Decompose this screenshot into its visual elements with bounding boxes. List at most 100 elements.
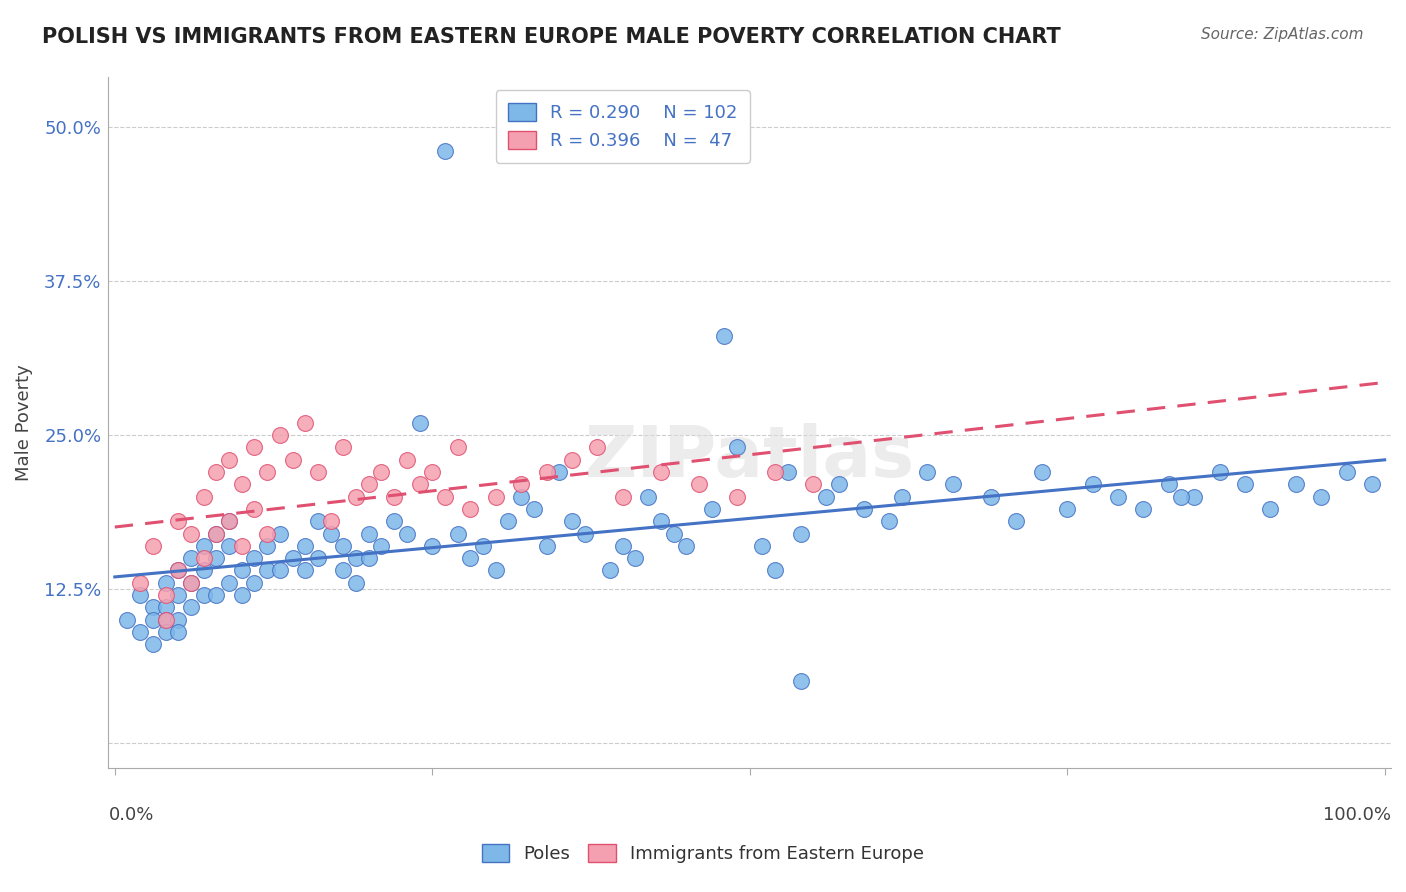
Point [725,440,748,454]
Point [370,465,392,479]
Point [205,551,228,566]
Point [269,526,291,541]
Point [256,465,278,479]
Point [205,465,228,479]
Point [460,551,482,566]
Point [1031,465,1053,479]
Point [1182,490,1205,504]
Point [256,564,278,578]
Point [433,145,456,159]
Point [382,514,405,528]
Point [1361,477,1384,491]
Point [129,588,152,602]
Point [675,539,697,553]
Point [814,490,837,504]
Point [485,490,508,504]
Point [1170,490,1192,504]
Point [357,477,380,491]
Point [460,501,482,516]
Legend: Poles, Immigrants from Eastern Europe: Poles, Immigrants from Eastern Europe [472,835,934,872]
Point [243,551,266,566]
Point [382,490,405,504]
Point [523,501,546,516]
Point [624,551,647,566]
Point [510,490,533,504]
Point [167,588,190,602]
Point [142,539,165,553]
Point [193,551,215,566]
Point [167,514,190,528]
Point [256,539,278,553]
Point [420,465,443,479]
Point [498,514,520,528]
Point [307,465,329,479]
Point [1260,501,1282,516]
Point [332,564,354,578]
Point [917,465,939,479]
Text: ZIPatlas: ZIPatlas [585,423,915,491]
Point [485,564,508,578]
Point [243,440,266,454]
Point [650,465,672,479]
Point [1132,501,1154,516]
Point [129,625,152,640]
Point [294,539,316,553]
Point [1285,477,1308,491]
Point [344,551,367,566]
Point [446,440,468,454]
Point [1005,514,1028,528]
Point [167,564,190,578]
Point [637,490,659,504]
Point [853,501,876,516]
Point [942,477,965,491]
Point [801,477,824,491]
Point [650,514,672,528]
Point [1233,477,1256,491]
Point [1336,465,1358,479]
Point [218,514,240,528]
Point [142,613,165,627]
Point [1208,465,1230,479]
Text: POLISH VS IMMIGRANTS FROM EASTERN EUROPE MALE POVERTY CORRELATION CHART: POLISH VS IMMIGRANTS FROM EASTERN EUROPE… [42,27,1062,46]
Point [205,588,228,602]
Point [332,440,354,454]
Point [193,564,215,578]
Text: 100.0%: 100.0% [1323,805,1391,823]
Point [599,564,621,578]
Point [218,514,240,528]
Point [612,490,634,504]
Point [357,551,380,566]
Point [1056,501,1078,516]
Point [243,501,266,516]
Point [294,564,316,578]
Point [129,575,152,590]
Text: Source: ZipAtlas.com: Source: ZipAtlas.com [1201,27,1364,42]
Point [319,514,342,528]
Point [586,440,609,454]
Point [472,539,495,553]
Point [180,575,202,590]
Point [218,452,240,467]
Point [332,539,354,553]
Point [167,613,190,627]
Point [433,490,456,504]
Point [231,564,253,578]
Point [256,526,278,541]
Point [763,564,786,578]
Point [548,465,571,479]
Point [510,477,533,491]
Point [662,526,685,541]
Point [155,613,177,627]
Point [1107,490,1129,504]
Point [420,539,443,553]
Point [536,465,558,479]
Point [344,575,367,590]
Point [561,514,583,528]
Text: 0.0%: 0.0% [108,805,153,823]
Point [1157,477,1180,491]
Point [193,539,215,553]
Point [269,428,291,442]
Point [231,477,253,491]
Point [536,539,558,553]
Point [193,588,215,602]
